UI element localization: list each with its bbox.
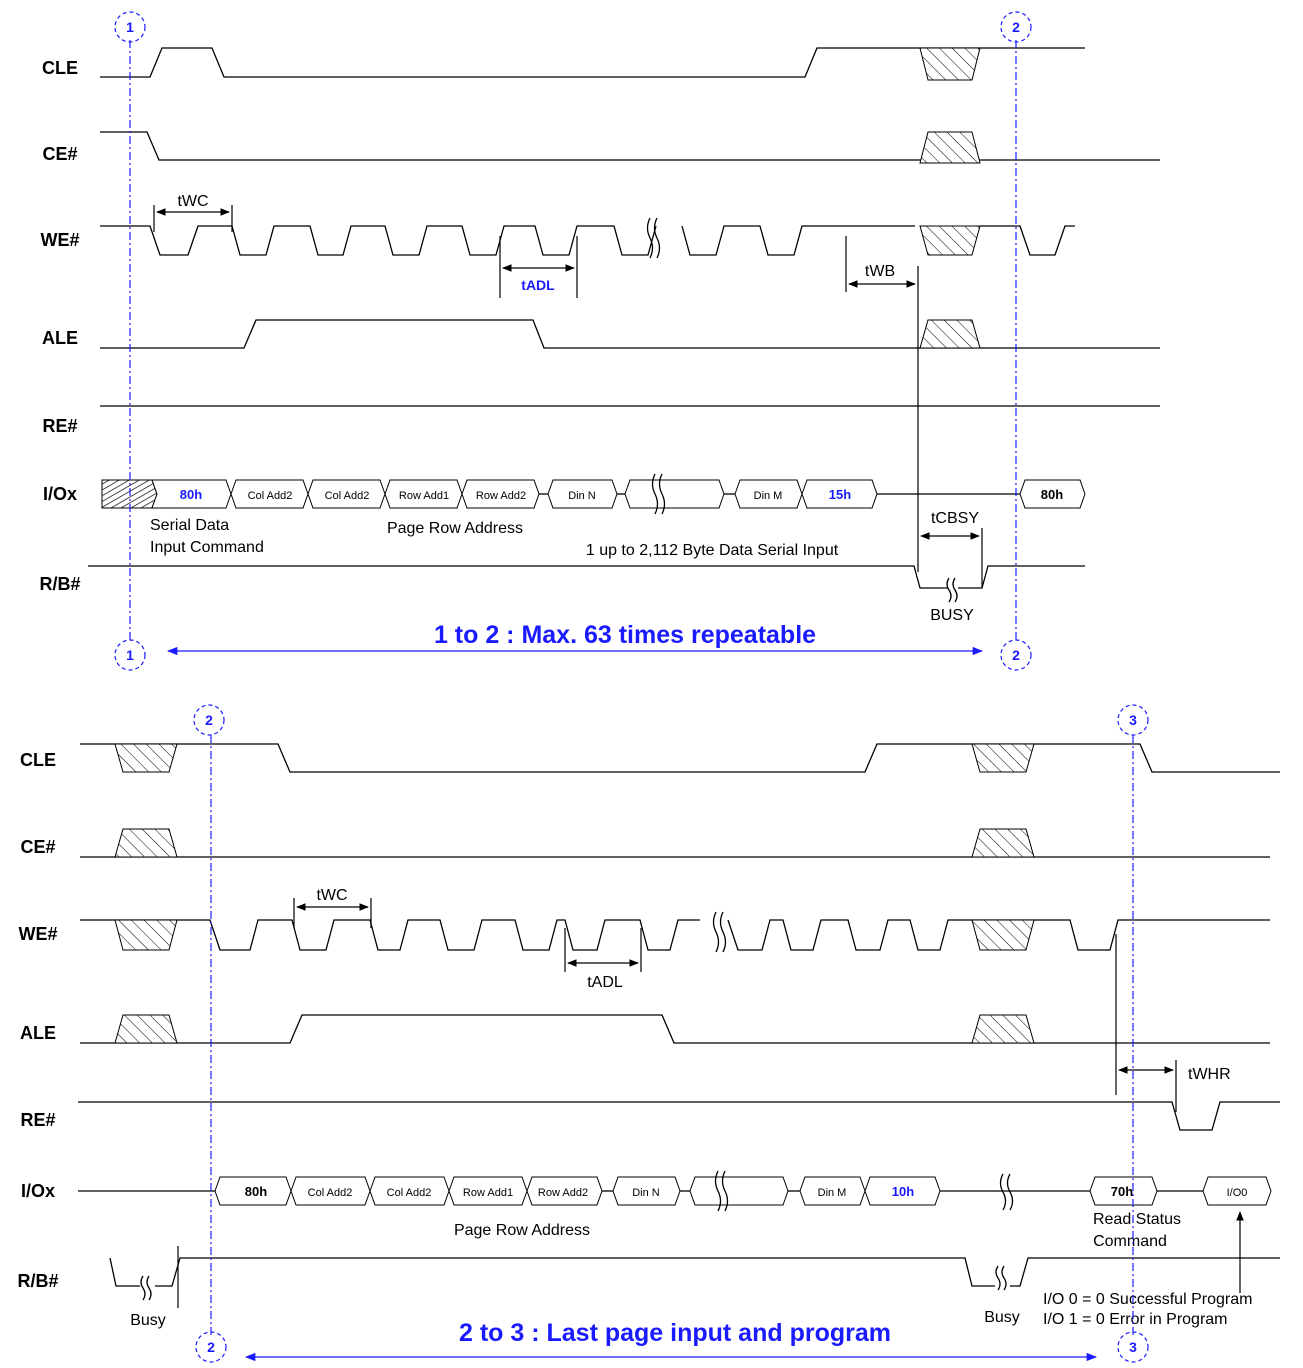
marker-2-top bbox=[1000, 11, 1032, 43]
signal-label-rb-2: R/B# bbox=[17, 1271, 58, 1291]
marker-1-bottom bbox=[114, 639, 146, 671]
marker-2-top-label: 2 bbox=[1012, 19, 1020, 35]
bottom-twc-label: tWC bbox=[316, 887, 347, 904]
top-note-byte-input: 1 up to 2,112 Byte Data Serial Input bbox=[586, 542, 839, 559]
rb-waveform-top bbox=[88, 565, 1085, 603]
range-caption-1-2: 1 to 2 : Max. 63 times repeatable bbox=[434, 621, 816, 649]
ce-dont-care bbox=[919, 131, 981, 164]
bottom-cmd-10h: 10h bbox=[892, 1184, 914, 1199]
signal-label-ale-2: ALE bbox=[20, 1023, 56, 1043]
top-cmd-15h: 15h bbox=[829, 487, 851, 502]
top-note-input-command: Input Command bbox=[150, 539, 264, 556]
signal-label-io: I/Ox bbox=[43, 484, 77, 504]
signal-label-rb: R/B# bbox=[39, 574, 80, 594]
top-din-m: Din M bbox=[754, 490, 783, 502]
range-caption-2-3: 2 to 3 : Last page input and program bbox=[459, 1319, 891, 1347]
marker-3-upper bbox=[1117, 704, 1149, 736]
bottom-tadl-label: tADL bbox=[587, 974, 623, 991]
bottom-row-add-1: Row Add1 bbox=[463, 1187, 513, 1199]
bottom-note-read-status: Read Status bbox=[1093, 1211, 1181, 1228]
signal-label-cle: CLE bbox=[42, 58, 78, 78]
bottom-busy-left: Busy bbox=[130, 1312, 166, 1329]
signal-label-we-2: WE# bbox=[18, 924, 57, 944]
marker-2-upper-label: 2 bbox=[205, 712, 213, 728]
signal-label-io-2: I/Ox bbox=[21, 1181, 55, 1201]
top-twc-label: tWC bbox=[177, 193, 208, 210]
top-twb-label: tWB bbox=[865, 263, 895, 280]
top-section: CLE CE# WE# ALE RE# I/Ox R/B# tWC bbox=[39, 11, 1160, 671]
top-busy-label: BUSY bbox=[930, 607, 974, 624]
bottom-cmd-70h: 70h bbox=[1111, 1184, 1133, 1199]
signal-label-re: RE# bbox=[42, 416, 77, 436]
marker-2-bottom-label: 2 bbox=[1012, 647, 1020, 663]
signal-label-ce-2: CE# bbox=[20, 837, 55, 857]
marker-2-upper bbox=[193, 704, 225, 736]
bottom-io0: I/O0 bbox=[1227, 1187, 1248, 1199]
we-waveform bbox=[100, 217, 1075, 259]
top-cmd-80h-next: 80h bbox=[1041, 487, 1063, 502]
bottom-col-add-1: Col Add2 bbox=[308, 1187, 353, 1199]
marker-1-top bbox=[114, 11, 146, 43]
bottom-section: CLE CE# WE# ALE RE# I/Ox R/B# tWC bbox=[17, 704, 1280, 1363]
top-cmd-80h: 80h bbox=[180, 487, 202, 502]
top-row-add-2: Row Add2 bbox=[476, 490, 526, 502]
bottom-busy-right: Busy bbox=[984, 1309, 1020, 1326]
cle-waveform bbox=[100, 47, 1085, 78]
we-waveform-2 bbox=[80, 911, 1270, 953]
top-row-add-1: Row Add1 bbox=[399, 490, 449, 502]
signal-label-we: WE# bbox=[40, 230, 79, 250]
top-din-n: Din N bbox=[568, 490, 596, 502]
ce-waveform bbox=[100, 131, 1160, 161]
io-bus-bottom bbox=[78, 1170, 1272, 1212]
ale-waveform-2 bbox=[80, 1014, 1270, 1044]
top-tadl-label: tADL bbox=[521, 277, 555, 293]
bottom-din-m: Din M bbox=[818, 1187, 847, 1199]
bottom-note-command: Command bbox=[1093, 1233, 1167, 1250]
signal-label-re-2: RE# bbox=[20, 1110, 55, 1130]
ale-dont-care bbox=[919, 319, 981, 349]
re-waveform-2 bbox=[78, 1101, 1280, 1131]
cle-waveform-2 bbox=[80, 743, 1280, 773]
bottom-io1-error: I/O 1 = 0 Error in Program bbox=[1043, 1311, 1228, 1328]
top-note-serial-data: Serial Data bbox=[150, 517, 229, 534]
marker-2-lower-label: 2 bbox=[207, 1339, 215, 1355]
marker-2-lower bbox=[195, 1331, 227, 1363]
signal-label-ce: CE# bbox=[42, 144, 77, 164]
marker-3-lower bbox=[1117, 1331, 1149, 1363]
marker-2-bottom bbox=[1000, 639, 1032, 671]
marker-3-upper-label: 3 bbox=[1129, 712, 1137, 728]
top-col-add-2: Col Add2 bbox=[325, 490, 370, 502]
bottom-twhr-label: tWHR bbox=[1188, 1066, 1231, 1083]
top-tcbsy-label: tCBSY bbox=[931, 510, 979, 527]
ale-waveform bbox=[100, 319, 1160, 349]
marker-1-bottom-label: 1 bbox=[126, 647, 134, 663]
top-col-add-1: Col Add2 bbox=[248, 490, 293, 502]
signal-label-ale: ALE bbox=[42, 328, 78, 348]
bottom-row-add-2: Row Add2 bbox=[538, 1187, 588, 1199]
marker-3-lower-label: 3 bbox=[1129, 1339, 1137, 1355]
bottom-col-add-2: Col Add2 bbox=[387, 1187, 432, 1199]
bottom-note-page-row-address: Page Row Address bbox=[454, 1222, 590, 1239]
rb-waveform-bottom bbox=[109, 1246, 1280, 1308]
marker-1-top-label: 1 bbox=[126, 19, 134, 35]
bottom-cmd-80h: 80h bbox=[245, 1184, 267, 1199]
top-note-page-row-address: Page Row Address bbox=[387, 520, 523, 537]
signal-label-cle-2: CLE bbox=[20, 750, 56, 770]
bottom-io0-success: I/O 0 = 0 Successful Program bbox=[1043, 1291, 1252, 1308]
bottom-din-n: Din N bbox=[632, 1187, 660, 1199]
cle-dont-care bbox=[919, 47, 981, 81]
